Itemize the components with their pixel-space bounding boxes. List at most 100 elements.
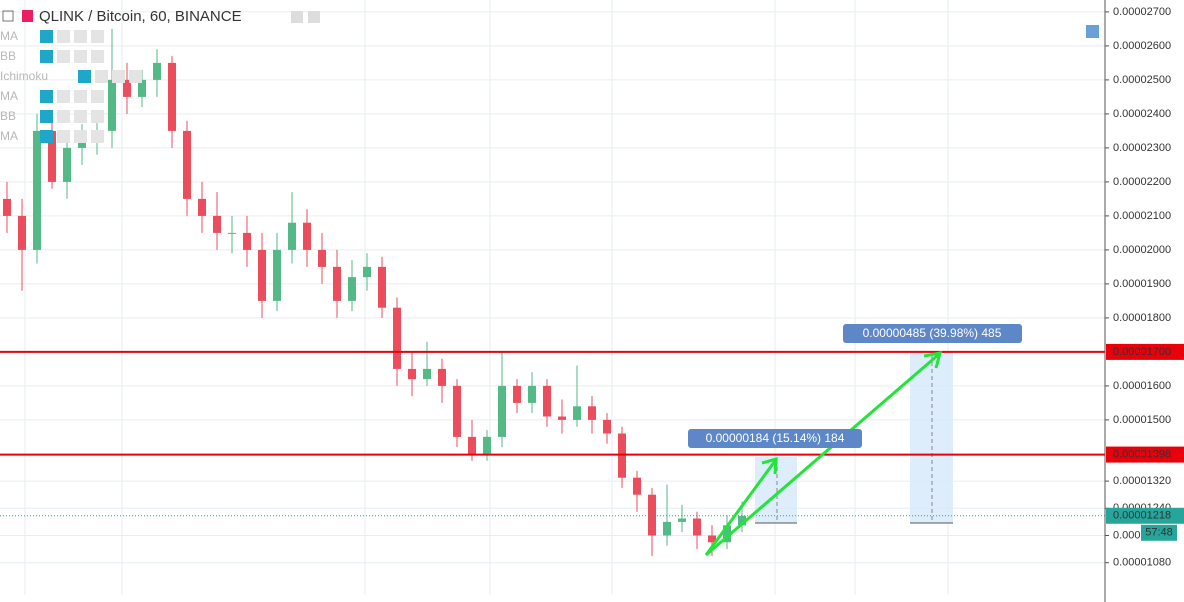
candle-body <box>723 525 731 543</box>
candle-body <box>678 518 686 522</box>
candle-body <box>738 515 746 526</box>
candle-body <box>663 521 671 536</box>
candle-body <box>588 406 596 420</box>
level-badge <box>1106 343 1184 360</box>
indicator-eye[interactable] <box>78 70 91 83</box>
symbol-flag <box>22 10 33 22</box>
y-tick-label: 0.00001500 <box>1113 414 1171 426</box>
price-axis-bg <box>1105 0 1184 602</box>
y-tick-label: 0.00002300 <box>1113 142 1171 154</box>
indicator-button[interactable] <box>91 90 104 103</box>
measure-label: 0.00000485 (39.98%) 485 <box>863 326 1002 340</box>
candle-body <box>648 494 656 536</box>
candle-body <box>78 141 86 148</box>
indicator-eye[interactable] <box>40 90 53 103</box>
indicator-button[interactable] <box>74 30 87 43</box>
candle-body <box>378 266 386 308</box>
countdown: 57:48 <box>1145 527 1173 539</box>
candle-body <box>633 477 641 495</box>
levels <box>0 350 1105 517</box>
level-badge <box>1106 446 1184 463</box>
collapse-button[interactable] <box>2 10 14 22</box>
candle-body <box>528 385 536 403</box>
candle-body <box>18 215 26 250</box>
candle-body <box>408 368 416 380</box>
indicator-button[interactable] <box>112 70 125 83</box>
y-tick-label: 0.00002400 <box>1113 108 1171 120</box>
indicator-eye[interactable] <box>40 110 53 123</box>
indicator-button[interactable] <box>74 50 87 63</box>
indicator-button[interactable] <box>74 130 87 143</box>
candle-body <box>543 385 551 417</box>
scale-button[interactable] <box>1086 25 1099 38</box>
candle-body <box>288 222 296 250</box>
indicator-button[interactable] <box>91 30 104 43</box>
indicator-eye[interactable] <box>40 130 53 143</box>
indicator-button[interactable] <box>74 90 87 103</box>
measure-box <box>910 352 953 523</box>
y-tick-label: 0.00001900 <box>1113 278 1171 290</box>
candle-body <box>198 198 206 216</box>
candle-body <box>63 147 71 182</box>
indicator-eye[interactable] <box>40 30 53 43</box>
indicator-label: Ichimoku <box>0 69 48 83</box>
y-tick-label: 0.00002700 <box>1113 6 1171 18</box>
indicator-button[interactable] <box>91 50 104 63</box>
indicator-label: MA <box>0 89 18 103</box>
candle-body <box>153 62 161 80</box>
indicator-button[interactable] <box>91 130 104 143</box>
candles <box>3 28 746 556</box>
last-price-badge <box>1106 507 1184 524</box>
y-tick-label: 0.00001320 <box>1113 475 1171 487</box>
candle-body <box>513 385 521 403</box>
candle-body <box>3 198 11 216</box>
candle-body <box>138 79 146 97</box>
indicator-label: MA <box>0 129 18 143</box>
indicator-button[interactable] <box>74 110 87 123</box>
candle-body <box>123 79 131 97</box>
chart-title: QLINK / Bitcoin, 60, BINANCE <box>39 8 242 25</box>
y-tick-label: 0.00001600 <box>1113 380 1171 392</box>
candle-body <box>558 416 566 420</box>
candle-body <box>318 249 326 267</box>
settings-icon[interactable] <box>291 11 303 23</box>
y-tick-label: 0.00001800 <box>1113 312 1171 324</box>
y-tick-label: 0.00002500 <box>1113 74 1171 86</box>
level-label: 0.00001398 <box>1113 448 1171 460</box>
indicator-button[interactable] <box>91 110 104 123</box>
y-tick-label: 0.00002200 <box>1113 176 1171 188</box>
indicator-button[interactable] <box>129 70 142 83</box>
candle-body <box>453 385 461 437</box>
countdown-badge <box>1141 524 1177 541</box>
candle-body <box>423 368 431 380</box>
candle-body <box>108 79 116 131</box>
arrow-head <box>761 456 778 475</box>
candle-body <box>303 222 311 250</box>
indicator-button[interactable] <box>57 50 70 63</box>
price-axis: 0.00002700 0.00002600 0.00002500 0.00002400… <box>1105 6 1184 569</box>
arrows <box>704 351 943 557</box>
indicator-button[interactable] <box>57 90 70 103</box>
candle-body <box>333 266 341 301</box>
measure-label-bg <box>688 429 862 448</box>
candle-body <box>693 518 701 536</box>
indicator-button[interactable] <box>57 130 70 143</box>
arrow-head <box>923 351 943 369</box>
candle-body <box>438 368 446 386</box>
candle-body <box>618 433 626 478</box>
candle-body <box>228 232 236 234</box>
candle-body <box>483 436 491 454</box>
settings-icon[interactable] <box>308 11 320 23</box>
indicator-eye[interactable] <box>40 50 53 63</box>
indicator-button[interactable] <box>57 30 70 43</box>
indicator-button[interactable] <box>95 70 108 83</box>
measure-label: 0.00000184 (15.14%) 184 <box>706 431 845 445</box>
candle-body <box>213 215 221 233</box>
candle-body <box>363 266 371 278</box>
y-tick-label: 0.00002000 <box>1113 244 1171 256</box>
indicator-button[interactable] <box>57 110 70 123</box>
candle-body <box>273 249 281 301</box>
candle-body <box>468 436 476 454</box>
candle-body <box>243 232 251 250</box>
